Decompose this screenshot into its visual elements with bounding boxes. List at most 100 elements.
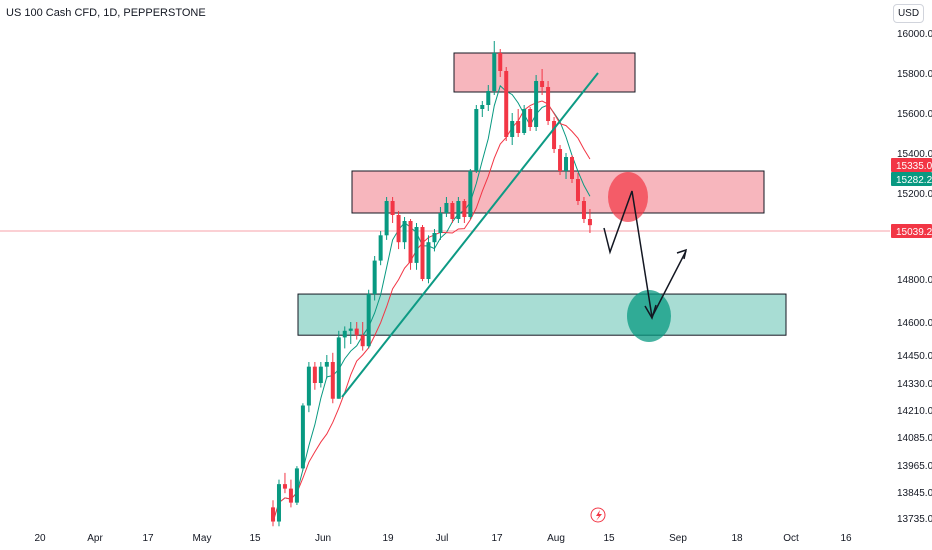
time-axis: 20 Apr 17 May 15 Jun 19 Jul 17 Aug 15 Sep 18 Oct 16: [34, 533, 852, 544]
price-tag-label: 15282.2: [896, 175, 932, 186]
zone-upper-resistance: [453, 52, 636, 93]
price-tags: 15335.0 15282.2 15039.2: [891, 158, 932, 238]
candle-body: [408, 221, 413, 263]
candle-body: [306, 366, 311, 406]
candle-body: [450, 203, 455, 219]
price-tick-label: 15600.0: [897, 109, 932, 120]
trendline: [341, 72, 599, 398]
candle-body: [354, 328, 359, 336]
price-tick-label: 13965.0: [897, 461, 932, 472]
candle-body: [432, 233, 437, 243]
candle-body: [492, 53, 497, 91]
candle-body: [348, 328, 353, 331]
candle-body: [534, 81, 539, 127]
candle-body: [414, 227, 419, 263]
time-tick-label: 20: [34, 533, 46, 544]
candle-body: [402, 221, 407, 243]
price-tick-label: 14600.0: [897, 318, 932, 329]
candles-layer: [271, 41, 592, 527]
time-tick-label: Jun: [315, 533, 331, 544]
lightning-icon[interactable]: [590, 507, 606, 523]
candle-body: [510, 121, 515, 137]
currency-selector[interactable]: USD: [893, 4, 924, 23]
candle-body: [360, 335, 365, 347]
price-tick-label: 15400.0: [897, 149, 932, 160]
candle-body: [486, 91, 491, 105]
candle-body: [528, 109, 533, 127]
price-tick-label: 14210.0: [897, 406, 932, 417]
candle-body: [282, 484, 287, 489]
candle-body: [540, 81, 545, 87]
price-tick-label: 15200.0: [897, 189, 932, 200]
candle-body: [552, 121, 557, 149]
time-tick-label: Aug: [547, 533, 565, 544]
price-axis: 16000.015800.015600.015400.015200.015000…: [897, 29, 932, 525]
candle-body: [324, 362, 329, 367]
time-tick-label: Apr: [87, 533, 103, 544]
candle-body: [271, 507, 275, 522]
candle-body: [546, 87, 551, 121]
projection-path: [603, 190, 687, 320]
price-tick-label: 13735.0: [897, 514, 932, 525]
candle-body: [384, 201, 389, 236]
price-tick-label: 16000.0: [897, 29, 932, 40]
arrow-down-head: [644, 304, 657, 320]
candle-body: [462, 201, 467, 217]
price-tick-label: 14330.0: [897, 379, 932, 390]
time-tick-label: Oct: [783, 533, 799, 544]
candle-body: [558, 149, 563, 171]
price-tick-label: 14450.0: [897, 351, 932, 362]
price-tag-bg: [891, 224, 932, 238]
candle-body: [456, 201, 461, 219]
candle-body: [312, 366, 317, 383]
candle-body: [444, 203, 449, 213]
time-tick-label: Sep: [669, 533, 687, 544]
candle-body: [378, 235, 383, 261]
candle-body: [342, 330, 347, 338]
arrow-up-head: [676, 248, 688, 260]
candle-body: [438, 213, 443, 233]
zone-support: [297, 293, 787, 336]
candle-body: [581, 201, 586, 219]
candle-body: [294, 468, 299, 503]
candle-body: [504, 71, 509, 137]
sell-zone-circle: [608, 172, 648, 222]
candle-body: [570, 157, 574, 179]
price-tag-label: 15039.2: [896, 227, 932, 238]
candle-body: [587, 219, 592, 226]
candle-body: [474, 109, 479, 171]
candle-body: [336, 337, 341, 399]
candle-body: [300, 405, 305, 469]
candle-body: [396, 215, 401, 243]
candle-body: [498, 53, 503, 71]
price-tick-label: 15800.0: [897, 69, 932, 80]
price-tick-label: 14085.0: [897, 433, 932, 444]
candle-body: [288, 488, 293, 503]
candle-body: [276, 484, 281, 522]
candle-body: [330, 362, 335, 399]
candle-body: [575, 179, 580, 201]
candle-body: [564, 157, 569, 171]
price-tag-bg: [891, 172, 932, 186]
price-tick-label: 13845.0: [897, 488, 932, 499]
candle-body: [366, 294, 371, 347]
time-tick-label: 18: [731, 533, 743, 544]
candle-body: [372, 260, 377, 295]
candle-body: [318, 366, 323, 383]
time-tick-label: 19: [382, 533, 394, 544]
price-tag-label: 15335.0: [896, 161, 932, 172]
candle-body: [390, 201, 395, 215]
time-tick-label: 17: [491, 533, 503, 544]
candle-body: [516, 121, 521, 133]
time-tick-label: Jul: [436, 533, 449, 544]
price-tag-bg: [891, 158, 932, 172]
zone-mid-resistance: [351, 170, 765, 214]
candle-body: [480, 105, 485, 109]
chart-title: US 100 Cash CFD, 1D, PEPPERSTONE: [6, 7, 206, 19]
candle-body: [522, 109, 527, 133]
time-tick-label: 17: [142, 533, 154, 544]
candle-body: [468, 171, 473, 217]
drawings-layer: [341, 72, 688, 398]
time-tick-label: 15: [249, 533, 261, 544]
